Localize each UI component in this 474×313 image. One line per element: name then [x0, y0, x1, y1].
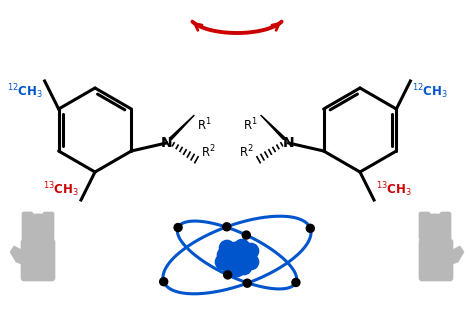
Circle shape	[244, 254, 258, 269]
Circle shape	[237, 259, 252, 275]
Circle shape	[292, 279, 300, 286]
FancyBboxPatch shape	[22, 212, 33, 240]
Circle shape	[231, 254, 246, 269]
Text: R$^1$: R$^1$	[197, 117, 212, 134]
Text: R$^2$: R$^2$	[201, 143, 216, 160]
Text: $^{13}$CH$_3$: $^{13}$CH$_3$	[43, 180, 79, 199]
Text: $^{12}$CH$_3$: $^{12}$CH$_3$	[412, 82, 448, 101]
FancyBboxPatch shape	[419, 239, 453, 281]
Circle shape	[160, 278, 168, 286]
Circle shape	[229, 261, 245, 276]
Circle shape	[224, 271, 232, 279]
Circle shape	[223, 223, 231, 231]
Circle shape	[216, 254, 230, 269]
Circle shape	[228, 243, 243, 258]
Text: N: N	[161, 136, 172, 150]
Circle shape	[244, 244, 258, 259]
FancyBboxPatch shape	[433, 214, 444, 242]
Polygon shape	[10, 246, 24, 265]
Text: R$^2$: R$^2$	[239, 143, 254, 160]
Polygon shape	[170, 115, 194, 140]
Circle shape	[243, 279, 251, 287]
Circle shape	[218, 248, 233, 263]
FancyBboxPatch shape	[36, 214, 47, 242]
Circle shape	[242, 231, 250, 239]
Circle shape	[225, 252, 239, 266]
Polygon shape	[450, 246, 464, 265]
FancyBboxPatch shape	[426, 214, 437, 242]
Text: $^{13}$CH$_3$: $^{13}$CH$_3$	[376, 180, 412, 199]
Circle shape	[174, 223, 182, 232]
Circle shape	[235, 239, 249, 254]
Circle shape	[238, 249, 254, 264]
FancyBboxPatch shape	[419, 212, 430, 240]
Polygon shape	[261, 115, 285, 140]
Circle shape	[222, 259, 237, 275]
FancyBboxPatch shape	[43, 212, 54, 240]
Circle shape	[306, 224, 314, 232]
Text: N: N	[283, 136, 294, 150]
FancyBboxPatch shape	[29, 214, 40, 242]
Circle shape	[219, 240, 235, 255]
Text: $^{12}$CH$_3$: $^{12}$CH$_3$	[7, 82, 43, 101]
Text: R$^1$: R$^1$	[243, 117, 258, 134]
FancyBboxPatch shape	[440, 212, 451, 240]
FancyBboxPatch shape	[21, 239, 55, 281]
